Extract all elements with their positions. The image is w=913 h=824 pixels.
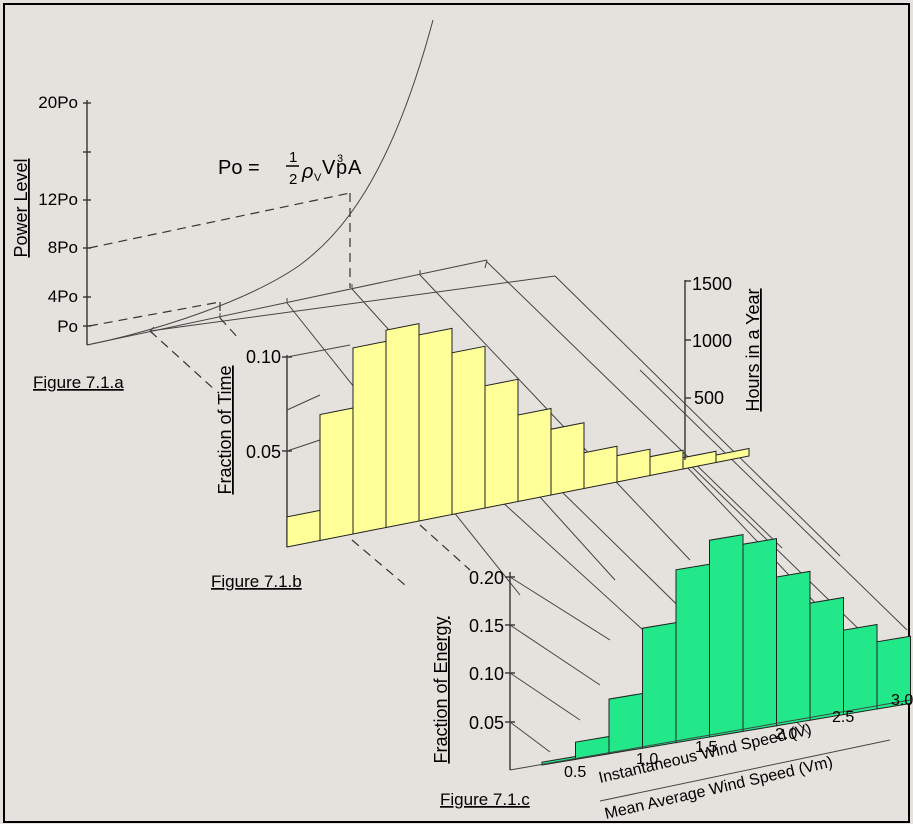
power-formula: Po = 1 2 ρ V V 3 p A [218, 149, 362, 188]
fraction-time-label: Fraction of Time [215, 365, 235, 494]
energy-tick-label-015: 0.15 [469, 616, 504, 636]
formula-num: 1 [289, 149, 297, 166]
energy-bar [709, 534, 744, 738]
energy-bar [809, 596, 844, 721]
tick-label-20po: 20Po [38, 93, 78, 112]
dash-po [88, 301, 221, 327]
dash-drop-2 [219, 317, 241, 341]
tick-label-po: Po [57, 317, 78, 336]
time-tick-label-010: 0.10 [246, 347, 281, 367]
mean-speed-axis [599, 739, 891, 802]
time-grid-010 [286, 344, 351, 358]
energy-bar [843, 623, 878, 716]
fraction-energy-label: Fraction of Energy [431, 616, 451, 763]
tick-label-8po: 8Po [48, 238, 78, 257]
time-bar [385, 322, 420, 529]
formula-a: A [348, 157, 362, 179]
hours-tick-label-500: 500 [694, 388, 724, 408]
time-tick-label-005: 0.05 [246, 442, 281, 462]
formula-lhs: Po = [218, 157, 260, 179]
wind-speed-axis [509, 699, 911, 771]
time-bar [715, 447, 750, 464]
dash-drop-1 [149, 330, 216, 391]
dash-drop-3 [351, 539, 406, 586]
formula-exp: 3 [337, 153, 343, 165]
x-tick-label-30: 3.0 [891, 692, 913, 709]
x-tick-label-20: 2.0 [775, 726, 797, 743]
hours-label: Hours in a Year [743, 288, 763, 411]
time-bar [649, 449, 684, 477]
hours-tick-label-1500: 1500 [692, 274, 732, 294]
time-bar [418, 327, 453, 522]
x-tick-label-10: 1.0 [636, 751, 658, 768]
energy-grid-005 [509, 721, 551, 753]
guide-3 [419, 274, 691, 561]
time-bar [616, 448, 651, 483]
caption-figure-c: Figure 7.1.c [440, 790, 530, 809]
figure-c: 0.20 0.15 0.10 0.05 Fraction of Energy 0… [431, 534, 913, 823]
formula-den: 2 [289, 171, 297, 188]
formula-v: V [322, 157, 336, 179]
fraction-time-bars [286, 322, 750, 548]
guide-5 [554, 275, 841, 557]
guide-4 [486, 261, 783, 549]
wind-speed-ticks: 0.5 1.0 1.5 2.0 2.5 3.0 [564, 692, 913, 781]
base-axis-2 [149, 275, 556, 332]
time-bar [451, 345, 486, 516]
energy-tick-label-020: 0.20 [469, 568, 504, 588]
energy-bar [642, 622, 677, 749]
time-grid-005 [286, 439, 321, 452]
time-bar [319, 407, 354, 542]
energy-grid-010 [509, 672, 581, 721]
energy-bar [675, 563, 710, 744]
time-bar [583, 445, 618, 490]
caption-figure-b: Figure 7.1.b [211, 572, 302, 591]
formula-rho: ρ [301, 161, 313, 183]
energy-bar [608, 692, 643, 755]
fraction-energy-bars [541, 534, 911, 766]
figure-a: 20Po 12Po 8Po 4Po Po Power Level Po = 1 … [11, 19, 434, 392]
time-bar [517, 407, 552, 503]
energy-grid-020 [509, 576, 611, 641]
formula-p: p [336, 157, 347, 179]
energy-tick-label-005: 0.05 [469, 713, 504, 733]
tick-label-4po: 4Po [48, 287, 78, 306]
time-bar [682, 450, 717, 470]
figure-b: 0.10 0.05 Fraction of Time 1500 1000 500… [211, 274, 763, 591]
energy-grid-015 [509, 624, 601, 686]
formula-rho-sub: V [314, 172, 322, 184]
dash-drop-4 [419, 524, 471, 571]
energy-bar [742, 538, 777, 732]
base-tick [484, 259, 488, 269]
time-grid-mid [286, 394, 321, 411]
power-level-label: Power Level [11, 158, 31, 257]
power-curve [86, 19, 434, 346]
x-tick-label-05: 0.5 [564, 764, 586, 781]
dash-8po [88, 192, 351, 249]
energy-bar [876, 635, 911, 710]
time-bar [352, 340, 387, 535]
energy-bar [776, 570, 811, 727]
x-tick-label-25: 2.5 [832, 709, 854, 726]
x-tick-label-15: 1.5 [695, 739, 717, 756]
energy-tick-label-010: 0.10 [469, 664, 504, 684]
hours-tick-label-1000: 1000 [692, 331, 732, 351]
time-bar [286, 509, 321, 548]
time-bar [484, 378, 519, 509]
floor-tick-1 [149, 326, 155, 332]
tick-label-12po: 12Po [38, 190, 78, 209]
caption-figure-a: Figure 7.1.a [33, 373, 124, 392]
time-bar [550, 422, 585, 496]
